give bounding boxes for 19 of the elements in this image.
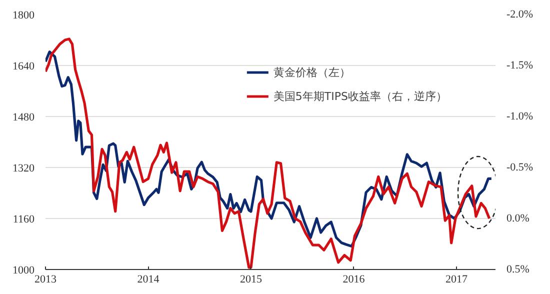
x-tick-label: 2016 <box>342 274 366 286</box>
y-tick-label: 1480 <box>12 112 35 124</box>
y-tick-label: 1320 <box>12 162 35 174</box>
x-tick-label: 2014 <box>137 274 160 286</box>
y-tick-label: 1800 <box>12 10 35 22</box>
y2-tick-label: -0.5% <box>506 162 534 174</box>
y2-tick-label: -2.0% <box>506 8 534 20</box>
y-tick-label: 1000 <box>12 264 35 276</box>
y2-tick-label: 0.0% <box>506 212 530 224</box>
x-tick-label: 2015 <box>240 274 262 286</box>
x-tick-label: 2017 <box>445 274 468 286</box>
legend-label: 美国5年期TIPS收益率（右，逆序） <box>273 88 447 104</box>
y2-tick-label: -1.0% <box>506 110 534 122</box>
y-tick-label: 1160 <box>12 214 35 226</box>
legend-label: 黄金价格（左） <box>273 64 350 80</box>
y-tick-label: 1640 <box>12 60 35 72</box>
y2-tick-label: 0.5% <box>506 264 530 276</box>
y2-tick-label: -1.5% <box>506 60 534 72</box>
x-tick-label: 2013 <box>34 274 57 286</box>
